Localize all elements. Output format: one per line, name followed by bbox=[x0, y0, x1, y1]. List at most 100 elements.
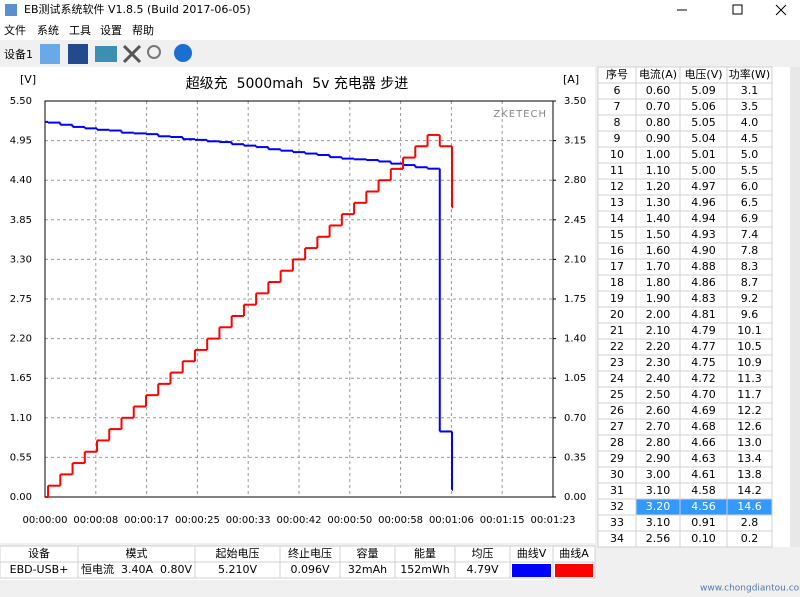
tools-icon[interactable] bbox=[122, 44, 142, 64]
cell-text: 16 bbox=[610, 244, 624, 257]
x-tick-label: 00:01:06 bbox=[429, 515, 474, 526]
summary-header: 能量 bbox=[414, 546, 436, 560]
cell-text: 4.69 bbox=[691, 404, 716, 417]
cell-text: 0.90 bbox=[646, 132, 671, 145]
cell-text: 12.2 bbox=[737, 404, 762, 417]
menu-item[interactable]: 文件 bbox=[4, 23, 26, 37]
cell-text: 19 bbox=[610, 292, 624, 305]
cell-text: 8.7 bbox=[741, 276, 759, 289]
cell-text: 3.10 bbox=[646, 484, 671, 497]
cell-text: 10.9 bbox=[737, 356, 762, 369]
y-tick-label: 1.10 bbox=[10, 413, 32, 424]
cell-text: 14 bbox=[610, 212, 624, 225]
y-tick-label: 4.40 bbox=[10, 175, 32, 186]
summary-header: 容量 bbox=[357, 546, 379, 560]
cell-text: 2.8 bbox=[741, 516, 759, 529]
y-tick-label: 3.85 bbox=[10, 215, 32, 226]
cell-text: 2.60 bbox=[646, 404, 671, 417]
save-icon[interactable] bbox=[68, 44, 88, 64]
cell-text: 13.4 bbox=[737, 452, 762, 465]
summary-header: 终止电压 bbox=[288, 546, 332, 560]
summary-header: 均压 bbox=[472, 547, 494, 560]
y2-tick-label: 0.35 bbox=[564, 452, 586, 463]
menu-item[interactable]: 系统 bbox=[37, 24, 59, 37]
y-tick-label: 4.95 bbox=[10, 136, 32, 147]
cell-text: 22 bbox=[610, 340, 624, 353]
cell-text: 2.90 bbox=[646, 452, 671, 465]
cell-text: 5.06 bbox=[691, 100, 716, 113]
x-tick-label: 00:00:08 bbox=[73, 515, 118, 526]
cell-text: 2.56 bbox=[646, 532, 671, 545]
cell-text: 4.68 bbox=[691, 420, 716, 433]
chart-icon[interactable] bbox=[95, 46, 117, 62]
cell-text: 4.72 bbox=[691, 372, 716, 385]
window-title: EB测试系统软件 V1.8.5 (Build 2017-06-05) bbox=[24, 2, 251, 16]
cell-text: 32 bbox=[610, 500, 624, 513]
cell-text: 6.0 bbox=[741, 180, 759, 193]
cell-text: 4.86 bbox=[691, 276, 716, 289]
cell-text: 1.40 bbox=[646, 212, 671, 225]
chart-title: 超级充 5000mah 5v 充电器 步进 bbox=[186, 76, 409, 92]
legend-label: 曲线A bbox=[559, 546, 589, 560]
cell-text: 4.83 bbox=[691, 292, 716, 305]
cell-text: 0.70 bbox=[646, 100, 671, 113]
x-tick-label: 00:00:58 bbox=[378, 515, 423, 526]
menu-item[interactable]: 设置 bbox=[100, 24, 122, 37]
close-button[interactable] bbox=[775, 4, 787, 16]
cell-text: 2.40 bbox=[646, 372, 671, 385]
cell-text: 1.10 bbox=[646, 164, 671, 177]
cell-text: 4.0 bbox=[741, 116, 759, 129]
cell-text: 10 bbox=[610, 148, 624, 161]
y2-tick-label: 1.05 bbox=[564, 373, 586, 384]
summary-value: EBD-USB+ bbox=[10, 563, 69, 576]
cell-text: 8 bbox=[614, 116, 621, 129]
open-icon[interactable] bbox=[40, 44, 60, 64]
header-label: 功率(W) bbox=[729, 67, 770, 81]
info-icon[interactable] bbox=[174, 44, 192, 62]
cell-text: 23 bbox=[610, 356, 624, 369]
y-tick-label: 0.00 bbox=[10, 492, 32, 503]
device-tab[interactable]: 设备1 bbox=[4, 47, 33, 61]
cell-text: 4.70 bbox=[691, 388, 716, 401]
cell-text: 2.20 bbox=[646, 340, 671, 353]
scrollbar[interactable] bbox=[790, 67, 800, 547]
cell-text: 7.4 bbox=[741, 228, 759, 241]
cell-text: 1.90 bbox=[646, 292, 671, 305]
cell-text: 34 bbox=[610, 532, 624, 545]
cell-text: 4.63 bbox=[691, 452, 716, 465]
search-icon[interactable] bbox=[147, 45, 161, 59]
cell-text: 28 bbox=[610, 436, 624, 449]
y-axis-unit: [V] bbox=[20, 73, 36, 86]
cell-text: 14.2 bbox=[737, 484, 762, 497]
cell-text: 7 bbox=[614, 100, 621, 113]
summary-value: 0.096V bbox=[290, 563, 329, 576]
cell-text: 10.5 bbox=[737, 340, 762, 353]
menu-item[interactable]: 工具 bbox=[69, 24, 91, 37]
cell-text: 30 bbox=[610, 468, 624, 481]
x-tick-label: 00:00:33 bbox=[226, 515, 271, 526]
maximize-button[interactable] bbox=[732, 4, 743, 15]
summary-header: 模式 bbox=[126, 547, 148, 560]
menu-item[interactable]: 帮助 bbox=[132, 23, 154, 37]
y2-tick-label: 3.15 bbox=[564, 136, 586, 147]
cell-text: 13.8 bbox=[737, 468, 762, 481]
cell-text: 14.6 bbox=[737, 500, 762, 513]
cell-text: 11.3 bbox=[737, 372, 762, 385]
cell-text: 4.93 bbox=[691, 228, 716, 241]
y-tick-label: 2.20 bbox=[10, 334, 32, 345]
cell-text: 11.7 bbox=[737, 388, 762, 401]
cell-text: 6.5 bbox=[741, 196, 759, 209]
site-watermark: www.chongdiantou.com bbox=[700, 584, 800, 594]
cell-text: 25 bbox=[610, 388, 624, 401]
cell-text: 1.50 bbox=[646, 228, 671, 241]
cell-text: 8.3 bbox=[741, 260, 759, 273]
y-tick-label: 0.55 bbox=[10, 452, 32, 463]
summary-value: 恒电流 3.40A 0.80V bbox=[81, 562, 192, 576]
y2-tick-label: 0.70 bbox=[564, 413, 586, 424]
summary-header: 设备 bbox=[28, 546, 50, 560]
y2-tick-label: 1.75 bbox=[564, 294, 586, 305]
cell-text: 1.20 bbox=[646, 180, 671, 193]
cell-text: 27 bbox=[610, 420, 624, 433]
cell-text: 9.2 bbox=[741, 292, 759, 305]
